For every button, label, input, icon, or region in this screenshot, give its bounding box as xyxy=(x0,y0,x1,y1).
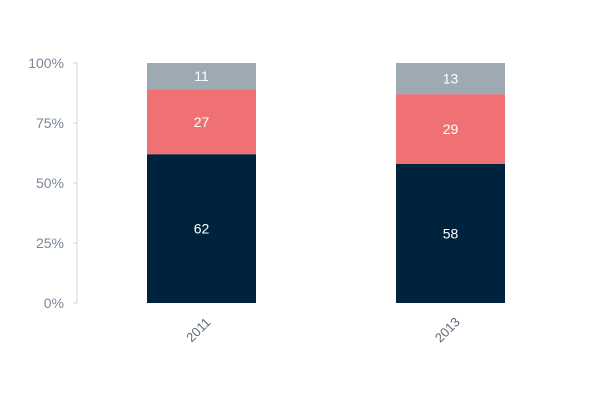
bar-segment xyxy=(147,63,256,90)
y-tick-label: 0% xyxy=(44,295,64,311)
x-axis: 2011 2013 xyxy=(183,314,463,345)
bar-value-label: 27 xyxy=(194,114,210,130)
y-tick-label: 75% xyxy=(36,115,64,131)
y-tick-label: 100% xyxy=(28,55,64,71)
bar-segment xyxy=(396,163,505,303)
x-category-label: 2013 xyxy=(432,314,463,345)
bar-value-label: 62 xyxy=(194,221,210,237)
bar-stack-2013: 58 29 13 xyxy=(396,63,505,303)
bar-segment xyxy=(147,154,256,303)
bar-value-label: 13 xyxy=(443,71,459,87)
x-category-label: 2011 xyxy=(183,315,213,345)
bar-segment xyxy=(147,89,256,155)
bar-segment xyxy=(396,94,505,164)
bar-value-label: 29 xyxy=(443,121,459,137)
y-tick-label: 25% xyxy=(36,235,64,251)
bar-value-label: 11 xyxy=(194,68,209,84)
y-axis: 0% 25% 50% 75% 100% xyxy=(28,55,78,311)
bar-value-label: 58 xyxy=(443,225,459,241)
bar-segment xyxy=(396,63,505,95)
bar-stack-2011: 62 27 11 xyxy=(147,63,256,303)
y-tick-label: 50% xyxy=(36,175,64,191)
bars: 62 27 11 58 29 13 xyxy=(147,63,505,303)
